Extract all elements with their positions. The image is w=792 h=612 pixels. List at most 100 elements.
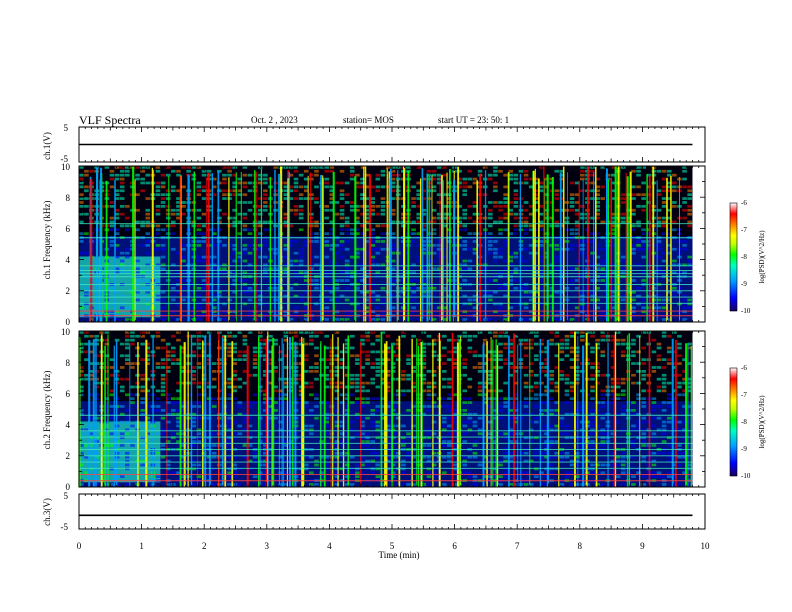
spectrogram-cell xyxy=(268,409,273,412)
spectrogram-cell xyxy=(395,483,401,486)
spectrogram-cell xyxy=(370,185,376,189)
spectrogram-cell xyxy=(334,298,340,302)
spectrogram-cell xyxy=(329,354,335,358)
spectrogram-cell xyxy=(390,244,396,247)
spectrogram-cell xyxy=(242,286,248,290)
spectrogram-cell xyxy=(523,228,529,232)
spectrogram-cell xyxy=(145,393,151,397)
spectrogram-cell xyxy=(319,440,324,443)
spectrogram-cell xyxy=(580,338,585,342)
spectrogram-cell xyxy=(631,169,636,173)
spectrogram-cell xyxy=(227,381,232,385)
spectrogram-cell xyxy=(421,373,427,377)
spectrogram-cell xyxy=(682,244,687,247)
spectrogram-cell xyxy=(677,455,682,459)
spectrogram-cell xyxy=(457,220,462,224)
spectrogram-cell xyxy=(196,318,202,321)
spectrogram-cell xyxy=(528,331,534,334)
spectrogram-cell xyxy=(487,358,493,362)
spectrogram-cell xyxy=(309,455,314,459)
spectrogram-cell xyxy=(217,169,222,173)
spectrogram-cell xyxy=(533,193,539,197)
spectrogram-cell xyxy=(677,373,682,377)
spectrogram-cell xyxy=(370,212,376,216)
spectrogram-cell xyxy=(165,393,171,397)
spectrogram-cell xyxy=(533,397,539,401)
spectrogram-cell xyxy=(401,370,406,373)
spectrogram-cell xyxy=(329,436,335,440)
spectrogram-cell xyxy=(125,166,130,169)
spectrogram-cell xyxy=(196,302,202,306)
spectrogram-cell xyxy=(513,467,519,471)
spectrogram-cell xyxy=(569,279,575,282)
spectrogram-cell xyxy=(631,475,636,479)
spectrogram-cell xyxy=(636,412,641,416)
spectrogram-cell xyxy=(416,279,422,282)
spectrogram-cell xyxy=(682,216,687,220)
spectrogram-cell xyxy=(119,389,125,393)
spectrogram-cell xyxy=(626,440,631,443)
spectrogram-cell xyxy=(309,366,314,369)
spectrogram-cell xyxy=(472,440,478,443)
spectrogram-cell xyxy=(590,251,595,255)
spectrogram-cell xyxy=(283,224,289,228)
spectrogram-cell xyxy=(559,251,565,255)
spectrogram-cell xyxy=(421,483,427,486)
spectrogram-cell xyxy=(569,385,575,389)
spectrogram-cell xyxy=(191,405,197,408)
spectrogram-cell xyxy=(533,240,539,243)
spectrogram-cell xyxy=(646,201,652,204)
spectrogram-cell xyxy=(452,409,457,412)
spectrogram-cell xyxy=(263,228,268,232)
spectrogram-cell xyxy=(283,263,289,267)
spectrogram-cell xyxy=(595,381,600,385)
spectrogram-cell xyxy=(222,310,227,314)
spectrogram-cell xyxy=(569,350,575,354)
spectrogram-cell xyxy=(385,424,391,428)
spectrogram-cell xyxy=(641,405,646,408)
spectrogram-cell xyxy=(329,290,335,294)
spectrogram-cell xyxy=(390,220,396,224)
spectrogram-cell xyxy=(641,306,646,310)
spectrogram-cell xyxy=(370,331,376,334)
spectrogram-cell xyxy=(687,298,692,302)
spectrogram-cell xyxy=(661,177,667,181)
spectrogram-cell xyxy=(395,354,401,358)
spectrogram-cell xyxy=(89,436,94,440)
spectrogram-cell xyxy=(493,467,498,471)
spectrogram-cell xyxy=(114,271,120,275)
spectrogram-cell xyxy=(247,201,253,204)
spectrogram-cell xyxy=(114,255,120,259)
spectrogram-cell xyxy=(564,471,570,475)
spectrogram-cell xyxy=(508,271,514,275)
spectrogram-cell xyxy=(682,240,687,243)
spectrogram-cell xyxy=(196,306,202,310)
spectrogram-cell xyxy=(334,244,340,247)
spectrogram-cell xyxy=(329,455,335,459)
spectrogram-cell xyxy=(595,483,600,486)
spectrogram-cell xyxy=(569,346,575,350)
spectrogram-cell xyxy=(620,381,626,385)
spectrogram-cell xyxy=(191,350,197,354)
spectrogram-cell xyxy=(237,385,243,389)
spectrogram-cell xyxy=(380,483,386,486)
spectrogram-cell xyxy=(314,169,319,173)
spectrogram-cell xyxy=(145,306,151,310)
spectrogram-cell xyxy=(533,416,539,420)
spectrogram-cell xyxy=(447,393,452,397)
spectrogram-cell xyxy=(355,173,360,177)
spectrogram-cell xyxy=(155,279,161,282)
spectrogram-cell xyxy=(554,259,560,263)
spectrogram-cell xyxy=(344,436,350,440)
spectrogram-cell xyxy=(222,193,227,197)
spectrogram-cell xyxy=(283,440,289,443)
spectrogram-cell xyxy=(533,201,539,204)
spectrogram-cell xyxy=(119,377,125,381)
spectrogram-cell xyxy=(426,177,432,181)
spectrogram-cell xyxy=(155,267,161,271)
spectrogram-cell xyxy=(324,216,329,220)
spectrogram-cell xyxy=(595,373,600,377)
spectrogram-cell xyxy=(539,220,544,224)
spectrogram-cell xyxy=(554,255,560,259)
spectrogram-cell xyxy=(610,467,616,471)
